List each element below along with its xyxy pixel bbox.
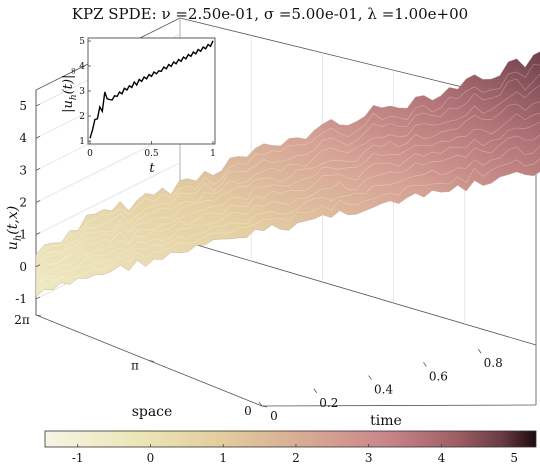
inset-ticks: 0 0.5 1 1 2 3 4 5	[79, 37, 216, 159]
chart-title: KPZ SPDE: ν =2.50e-01, σ =5.00e-01, λ =1…	[72, 5, 468, 23]
time-tick-label: 0.6	[429, 369, 448, 383]
surface-mesh-line	[35, 158, 540, 292]
floor-right	[261, 404, 537, 407]
time-tick-mark	[368, 375, 372, 380]
colorbar-tick-label: 3	[365, 451, 373, 465]
colorbar: -1 0 1 2 3 4 5	[44, 430, 537, 465]
inset-plot: 0 0.5 1 1 2 3 4 5 |uh(t)|∞ t	[61, 37, 216, 176]
inset-x-tick-label: 0	[87, 149, 93, 159]
inset-x-tick-label: 1	[210, 149, 216, 159]
surface-mesh	[35, 64, 540, 292]
surface-mesh-line	[35, 145, 540, 289]
inset-x-tick-label: 0.5	[144, 149, 159, 159]
surface-mesh-line	[35, 122, 540, 282]
colorbar-tick-label: 5	[510, 451, 518, 465]
inset-y-label: |uh(t)|∞	[61, 67, 79, 113]
inset-x-label: t	[149, 161, 155, 176]
space-tick-mark	[148, 360, 155, 362]
z-tick-label: 0	[19, 260, 27, 274]
space-tick-label: 2π	[14, 313, 30, 327]
time-axis-label: time	[370, 413, 402, 429]
floor-back	[179, 239, 537, 346]
z-tick-mark	[35, 232, 41, 236]
surface-mesh-line	[35, 134, 540, 285]
colorbar-tick-label: 1	[219, 451, 227, 465]
z-label-u: u	[5, 241, 21, 250]
colorbar-tick-label: 2	[292, 451, 300, 465]
inset-y-tick-label: 4	[79, 62, 85, 72]
time-axis-ticks: 0 0.2 0.4 0.6 0.8	[258, 348, 503, 423]
inset-y-label-c: (t)|	[61, 75, 76, 95]
time-tick-mark	[258, 401, 263, 407]
surface-mesh-line	[35, 73, 540, 264]
z-axis-label: uh(t,x)	[5, 206, 24, 250]
inset-y-label-b: h	[69, 94, 79, 100]
space-axis-ticks: 0 π 2π	[14, 313, 268, 418]
surface-mesh-line	[35, 101, 540, 271]
surface-mesh-line	[35, 84, 540, 268]
grid-line-z	[35, 162, 181, 235]
z-tick-label: 1	[19, 228, 27, 242]
surface-mesh-line	[35, 113, 540, 274]
inset-y-label-d: ∞	[69, 67, 79, 75]
inset-y-tick-label: 5	[79, 37, 85, 47]
space-tick-mark	[35, 314, 42, 317]
z-axis-ticks: -1 0 1 2 3 4 5	[15, 99, 41, 306]
time-tick-mark	[423, 362, 427, 367]
inset-series-line	[89, 40, 214, 139]
surface-plot	[35, 51, 540, 298]
surface-shape	[35, 51, 540, 298]
time-tick-label: 0	[270, 409, 278, 423]
colorbar-ticks: -1 0 1 2 3 4 5	[72, 444, 518, 465]
inset-y-tick-label: 3	[79, 87, 85, 97]
colorbar-tick-label: -1	[72, 451, 84, 465]
z-tick-mark	[35, 135, 41, 139]
time-tick-label: 0.4	[374, 383, 393, 397]
colorbar-tick-label: 4	[438, 451, 446, 465]
z-tick-label: 3	[19, 163, 27, 177]
z-tick-mark	[35, 103, 41, 107]
z-label-args: (t,x)	[5, 206, 21, 235]
z-tick-mark	[35, 264, 41, 268]
inset-y-label-a: |u	[61, 100, 76, 113]
inset-background	[87, 37, 216, 145]
time-tick-label: 0.8	[484, 356, 503, 370]
inset-y-tick-label: 1	[79, 137, 85, 147]
colorbar-gradient	[44, 430, 537, 448]
time-tick-mark	[313, 388, 318, 394]
z-tick-mark	[35, 296, 41, 300]
time-tick-label: 0.2	[319, 396, 338, 410]
colorbar-tick-label: 0	[147, 451, 155, 465]
time-tick-mark	[477, 348, 482, 354]
z-tick-label: 5	[19, 99, 27, 113]
z-tick-label: 2	[19, 196, 27, 210]
z-tick-mark	[35, 200, 41, 203]
space-tick-label: π	[131, 359, 139, 373]
space-axis-label: space	[132, 404, 173, 420]
z-tick-mark	[35, 167, 41, 171]
space-tick-label: 0	[244, 404, 252, 418]
surface-mesh-line	[35, 64, 540, 258]
space-tick-mark	[261, 405, 268, 408]
z-tick-label: 4	[19, 131, 27, 145]
inset-y-tick-label: 2	[79, 112, 85, 122]
z-label-sub: h	[13, 235, 24, 241]
z-tick-label: -1	[15, 292, 27, 306]
